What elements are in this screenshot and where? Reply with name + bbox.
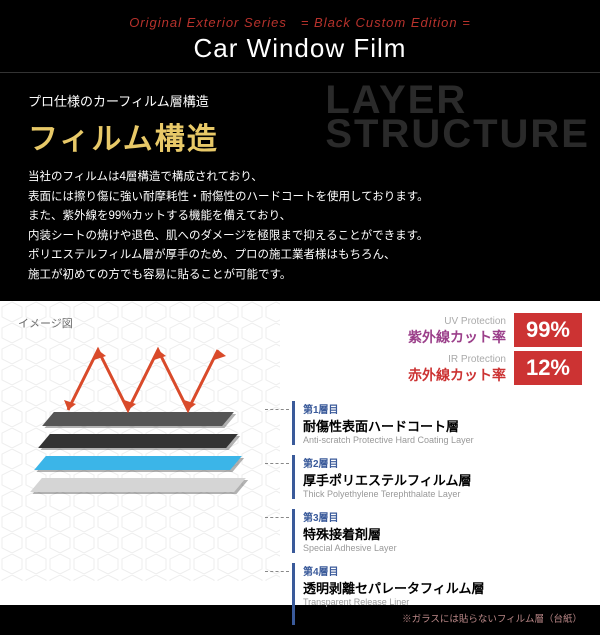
description-text: 当社のフィルムは4層構造で構成されており、表面には擦り傷に強い耐摩耗性・耐傷性の… bbox=[28, 168, 572, 285]
stat-jp: 赤外線カット率 bbox=[408, 365, 506, 385]
layer-name: 特殊接着剤層 bbox=[303, 524, 582, 543]
stat-row: UV Protection紫外線カット率 99% bbox=[292, 313, 582, 347]
layer-en: Special Adhesive Layer bbox=[303, 543, 582, 553]
bg-watermark: LAYER STRUCTURE bbox=[325, 83, 590, 151]
stat-value: 12% bbox=[514, 351, 582, 385]
layer-4-shape bbox=[30, 478, 246, 492]
stat-en: IR Protection bbox=[408, 354, 506, 365]
stat-row: IR Protection赤外線カット率 12% bbox=[292, 351, 582, 385]
layer-3-shape bbox=[34, 456, 242, 470]
layer-en: Transparent Release Liner bbox=[303, 597, 582, 607]
layer-item: 第2層目厚手ポリエステルフィルム層Thick Polyethylene Tere… bbox=[292, 455, 582, 499]
stats-and-layers: UV Protection紫外線カット率 99% IR Protection赤外線カ… bbox=[292, 313, 582, 635]
stat-jp: 紫外線カット率 bbox=[408, 327, 506, 347]
layer-item: 第4層目透明剥離セパレータフィルム層Transparent Release Li… bbox=[292, 563, 582, 625]
layer-item: 第3層目特殊接着剤層Special Adhesive Layer bbox=[292, 509, 582, 553]
diagram-section: イメージ図 UV Protection紫外線カット率99%IR Protecti… bbox=[0, 301, 600, 605]
layer-num: 第4層目 bbox=[303, 563, 582, 578]
uv-arrows-icon bbox=[48, 340, 248, 420]
description-section: LAYER STRUCTURE プロ仕様のカーフィルム層構造 フィルム構造 当社… bbox=[0, 73, 600, 301]
layer-visual bbox=[18, 335, 278, 575]
layer-name: 耐傷性表面ハードコート層 bbox=[303, 416, 582, 435]
header: Original Exterior Series = Black Custom … bbox=[0, 0, 600, 73]
layer-list: 第1層目耐傷性表面ハードコート層Anti-scratch Protective … bbox=[292, 401, 582, 625]
layer-en: Anti-scratch Protective Hard Coating Lay… bbox=[303, 435, 582, 445]
header-series: Original Exterior Series = Black Custom … bbox=[20, 12, 580, 31]
layer-num: 第3層目 bbox=[303, 509, 582, 524]
layer-item: 第1層目耐傷性表面ハードコート層Anti-scratch Protective … bbox=[292, 401, 582, 445]
layer-note: ※ガラスには貼らないフィルム層（台紙） bbox=[303, 611, 582, 625]
stat-en: UV Protection bbox=[408, 316, 506, 327]
layer-name: 透明剥離セパレータフィルム層 bbox=[303, 578, 582, 597]
layer-name: 厚手ポリエステルフィルム層 bbox=[303, 470, 582, 489]
stat-value: 99% bbox=[514, 313, 582, 347]
layer-stack bbox=[18, 405, 268, 575]
header-title: Car Window Film bbox=[20, 33, 580, 64]
layer-num: 第1層目 bbox=[303, 401, 582, 416]
layer-num: 第2層目 bbox=[303, 455, 582, 470]
layer-en: Thick Polyethylene Terephthalate Layer bbox=[303, 489, 582, 499]
layer-2-shape bbox=[38, 434, 238, 448]
